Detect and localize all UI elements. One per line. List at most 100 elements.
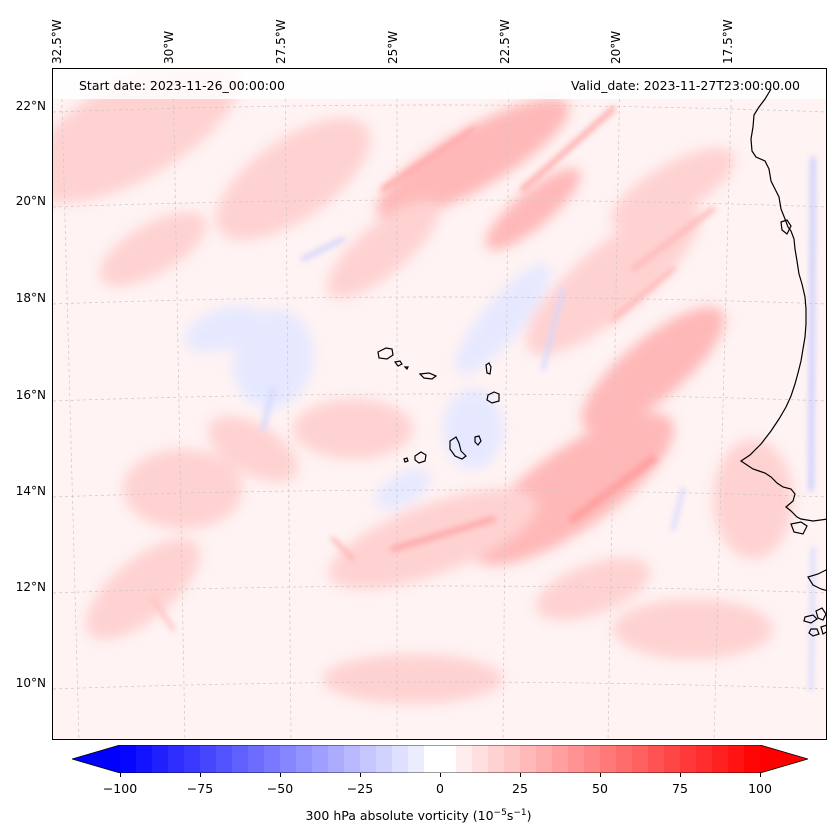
longitude-label: 27.5°W	[274, 19, 288, 64]
colorbar-tick-label: 50	[592, 781, 608, 796]
colorbar-tick-label: −100	[102, 781, 138, 796]
vorticity-streak	[809, 547, 815, 691]
graticule	[53, 69, 826, 739]
vorticity-blob	[123, 449, 243, 529]
longitude-label: 20°W	[609, 30, 623, 64]
latitude-gridline	[53, 199, 826, 208]
colorbar-bin	[120, 745, 137, 773]
longitude-gridline	[607, 69, 621, 739]
coastlines	[377, 88, 826, 637]
longitude-gridline	[284, 69, 292, 739]
vorticity-blob	[525, 203, 701, 355]
colorbar-tickmark	[360, 773, 361, 777]
colorbar-bin	[232, 745, 249, 773]
colorbar-bin	[712, 745, 729, 773]
island-brava	[403, 457, 409, 463]
island-fogo	[414, 451, 427, 464]
vorticity-streak	[611, 267, 675, 321]
latitude-gridline	[53, 681, 826, 690]
colorbar-bin	[472, 745, 489, 773]
latitude-label: 12°N	[15, 580, 46, 594]
colorbar-bin	[632, 745, 649, 773]
vorticity-streak	[671, 487, 685, 531]
colorbar-bin	[648, 745, 665, 773]
colorbar-tick-label: 100	[748, 781, 772, 796]
colorbar-bin	[200, 745, 217, 773]
date-header-band	[53, 69, 826, 99]
guinea-bissau-islands-1	[803, 614, 818, 624]
latitude-gridline	[53, 104, 826, 113]
longitude-gridline	[713, 69, 733, 739]
vorticity-streak	[380, 126, 476, 192]
africa-coastline	[739, 88, 826, 522]
colorbar	[72, 745, 808, 773]
vorticity-blob	[184, 305, 262, 353]
colorbar-bin	[216, 745, 233, 773]
island-santo-antao	[377, 347, 394, 360]
colorbar-bin	[184, 745, 201, 773]
colorbar-tick-label: −75	[186, 781, 214, 796]
colorbar-bin	[664, 745, 681, 773]
island-santa-luzia	[403, 366, 409, 371]
colorbar-tickmark	[520, 773, 521, 777]
colorbar-bin	[744, 745, 761, 773]
colorbar-bin	[616, 745, 633, 773]
vorticity-blob	[323, 654, 503, 704]
vorticity-blob	[485, 168, 581, 250]
colorbar-bin	[264, 745, 281, 773]
latitude-gridline	[53, 585, 826, 594]
colorbar-extend-min	[72, 745, 120, 773]
vorticity-blob	[207, 415, 299, 483]
latitude-gridline	[53, 296, 826, 305]
vorticity-streak	[630, 206, 716, 272]
longitude-gridline	[172, 69, 186, 739]
vorticity-blob	[535, 557, 651, 621]
colorbar-bin	[360, 745, 377, 773]
vorticity-blob	[327, 200, 439, 298]
colorbar-tick-label: −25	[346, 781, 374, 796]
map-panel: Start date: 2023-11-26_00:00:00 Valid_da…	[52, 68, 827, 740]
guinea-bissau-islands-2	[815, 607, 826, 621]
island-maio	[474, 435, 482, 446]
colorbar-tick-label: 75	[672, 781, 688, 796]
colorbar-tickmark	[200, 773, 201, 777]
colorbar-bin	[488, 745, 505, 773]
vorticity-blob	[611, 147, 735, 231]
colorbar-bin	[376, 745, 393, 773]
colorbar-bin	[168, 745, 185, 773]
africa-inlet-2	[790, 521, 808, 535]
colorbar-label: 300 hPa absolute vorticity (10−5s−1)	[305, 808, 532, 824]
colorbar-bin	[728, 745, 745, 773]
vorticity-blob	[443, 389, 503, 469]
latitude-label: 10°N	[15, 676, 46, 690]
colorbar-bin	[328, 745, 345, 773]
colorbar-tick-label: −50	[266, 781, 294, 796]
guinea-bissau-islands-3	[808, 628, 820, 637]
colorbar-bin	[440, 745, 457, 773]
colorbar-tickmark	[280, 773, 281, 777]
longitude-label: 25°W	[386, 30, 400, 64]
latitude-label: 18°N	[15, 291, 46, 305]
latitude-gridline	[53, 489, 826, 498]
colorbar-tick-label: 0	[436, 781, 444, 796]
colorbar-bin	[392, 745, 409, 773]
island-sao-nicolau	[418, 372, 438, 380]
colorbar-bin	[136, 745, 153, 773]
colorbar-tickmark	[600, 773, 601, 777]
colorbar-bin	[152, 745, 169, 773]
colorbar-tickmark	[120, 773, 121, 777]
africa-inlet-1	[780, 219, 792, 235]
longitude-label: 30°W	[162, 30, 176, 64]
colorbar-bin	[248, 745, 265, 773]
colorbar-bin	[296, 745, 313, 773]
colorbar-bin	[584, 745, 601, 773]
colorbar-bin	[568, 745, 585, 773]
colorbar-bin	[408, 745, 425, 773]
island-sal	[485, 362, 492, 375]
vorticity-blob	[99, 212, 207, 286]
colorbar-tickmark	[680, 773, 681, 777]
africa-coast-south	[807, 569, 826, 592]
vorticity-blob	[376, 98, 570, 220]
colorbar-bin	[520, 745, 537, 773]
colorbar-bin	[504, 745, 521, 773]
